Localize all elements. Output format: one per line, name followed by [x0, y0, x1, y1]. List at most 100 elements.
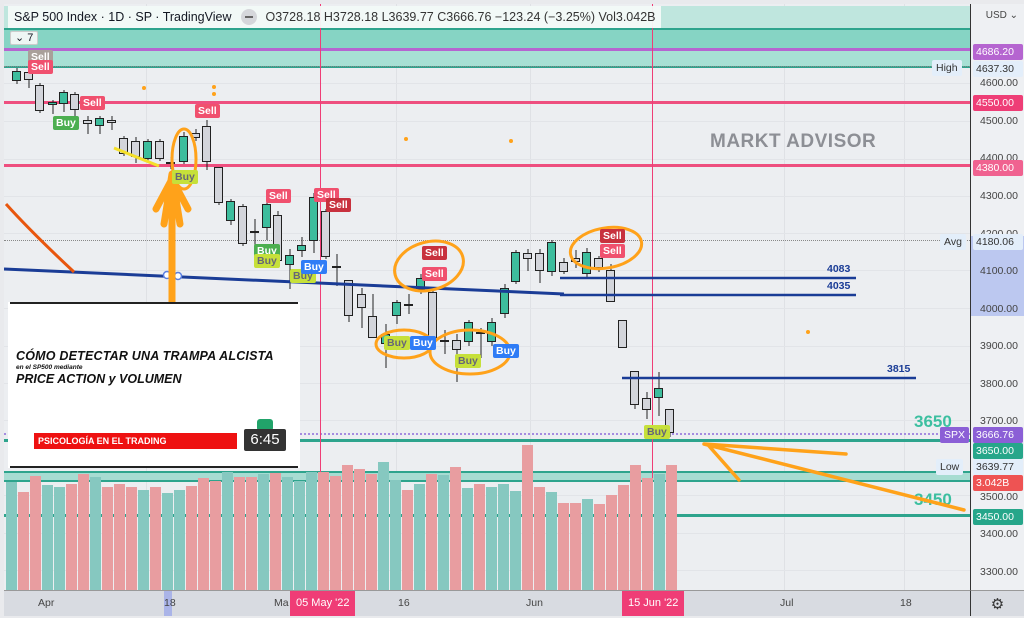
sell-signal[interactable]: Sell	[326, 198, 351, 212]
resistance-zone	[4, 48, 970, 68]
volume-value: Vol3.042B	[598, 10, 656, 24]
avg-label: Avg	[940, 234, 966, 250]
watermark: MARKT ADVISOR	[710, 131, 877, 152]
grid-line	[4, 196, 970, 197]
buy-signal[interactable]: Buy	[301, 260, 327, 274]
support-line-3650[interactable]	[4, 439, 970, 442]
price-tick: 4100.00	[980, 265, 1018, 277]
time-tick: 18	[164, 597, 176, 609]
price-tag-4550: 4550.00	[973, 95, 1023, 111]
time-tick: 16	[398, 597, 410, 609]
time-tick: 18	[900, 597, 912, 609]
time-cursor-tag-jun: 15 Jun '22	[622, 591, 685, 616]
thumbnail-subline: en el SP500 mediante	[16, 364, 83, 371]
crosshair-vertical-jun	[652, 4, 653, 590]
grid-line	[904, 4, 905, 590]
price-tick: 4600.00	[980, 77, 1018, 89]
price-tick: 3400.00	[980, 528, 1018, 540]
level-label-4035: 4035	[827, 280, 851, 292]
video-thumbnail[interactable]: CÓMO DETECTAR UNA TRAMPA ALCISTA en el S…	[8, 302, 300, 468]
low-label: Low	[936, 459, 964, 475]
price-tick: 3800.00	[980, 378, 1018, 390]
price-axis[interactable]: USD ⌄ 4700.00 4600.00 4500.00 4400.00 43…	[970, 4, 1024, 590]
price-tick: 3500.00	[980, 491, 1018, 503]
divider	[10, 302, 298, 304]
gear-icon[interactable]: ⚙	[990, 595, 1005, 613]
price-tag-volume: 3.042B	[973, 475, 1023, 491]
grid-line	[4, 159, 970, 160]
grid-line	[396, 4, 397, 590]
sell-signal[interactable]: Sell	[28, 60, 53, 74]
high-line	[4, 66, 970, 67]
ohlc-high: H3728.18	[323, 10, 379, 24]
buy-signal[interactable]: Buy	[410, 336, 436, 350]
last-price-line	[4, 433, 970, 435]
grid-line	[146, 4, 147, 590]
time-tick: Ma	[274, 597, 289, 609]
purple-level-line[interactable]	[4, 48, 970, 51]
time-tick: Jun	[526, 597, 543, 609]
sell-signal[interactable]: Sell	[80, 96, 105, 110]
red-level-line-4380[interactable]	[4, 164, 970, 167]
price-tick: 4000.00	[980, 303, 1018, 315]
ohlc-change: −123.24 (−3.25%)	[494, 10, 595, 24]
price-tick: 3300.00	[980, 566, 1018, 578]
buy-signal[interactable]: Buy	[644, 425, 670, 439]
sell-signal[interactable]: Sell	[422, 267, 447, 281]
price-tag-avg: 4180.06	[973, 234, 1023, 250]
price-tag-high: 4637.30	[973, 61, 1023, 77]
sell-signal[interactable]: Sell	[422, 246, 447, 260]
price-tag-4380: 4380.00	[973, 160, 1023, 176]
symbol-legend[interactable]: S&P 500 Index · 1D · SP · TradingView O3…	[8, 6, 662, 28]
grid-line	[530, 4, 531, 590]
support-zone	[4, 471, 970, 482]
sell-signal[interactable]: Sell	[600, 229, 625, 243]
indicators-toggle-button[interactable]: ⌄ 7	[10, 31, 39, 45]
price-tick: 4500.00	[980, 115, 1018, 127]
red-level-line-4550[interactable]	[4, 101, 970, 104]
ohlc-low: L3639.77	[381, 10, 434, 24]
category-banner: PSICOLOGÍA EN EL TRADING	[34, 433, 237, 449]
buy-signal[interactable]: Buy	[455, 354, 481, 368]
sell-signal[interactable]: Sell	[600, 244, 625, 258]
time-tick: Jul	[780, 597, 794, 609]
video-duration: 6:45	[244, 429, 286, 451]
resistance-zone	[4, 28, 970, 48]
divider	[10, 466, 298, 468]
price-tick: 3700.00	[980, 415, 1018, 427]
price-tag-purple: 4686.20	[973, 44, 1023, 60]
grid-line	[4, 383, 970, 384]
symbol-title[interactable]: S&P 500 Index · 1D · SP · TradingView	[14, 10, 232, 24]
currency-selector[interactable]: USD ⌄	[985, 10, 1018, 21]
buy-signal[interactable]: Buy	[53, 116, 79, 130]
price-tick: 3900.00	[980, 340, 1018, 352]
price-tick: 4300.00	[980, 190, 1018, 202]
price-tag-3450: 3450.00	[973, 509, 1023, 525]
level-label-3815: 3815	[887, 363, 911, 375]
buy-signal[interactable]: Buy	[384, 336, 410, 350]
grid-line	[4, 83, 970, 84]
ohlc-close: C3666.76	[437, 10, 492, 24]
level-label-3650: 3650	[914, 412, 952, 431]
grid-line	[4, 308, 970, 309]
sell-signal[interactable]: Sell	[266, 189, 291, 203]
buy-signal[interactable]: Buy	[172, 170, 198, 184]
price-tag-last: 3666.76	[973, 427, 1023, 443]
time-tick: Apr	[38, 597, 55, 609]
money-icon	[257, 419, 273, 431]
sell-signal[interactable]: Sell	[195, 104, 220, 118]
price-tag-3650: 3650.00	[973, 443, 1023, 459]
price-tag-low: 3639.77	[973, 459, 1023, 475]
chart-settings-button[interactable]: ⚙	[970, 590, 1024, 616]
grid-line	[4, 121, 970, 122]
high-label: High	[932, 60, 962, 76]
thumbnail-headline2: PRICE ACTION y VOLUMEN	[16, 372, 182, 386]
ohlc-open: O3728.18	[265, 10, 321, 24]
chart-pane[interactable]: Sell Sell Sell Buy Sell Buy Sell Sell Se…	[4, 4, 970, 590]
time-axis[interactable]: Apr 18 Ma 05 May '22 16 Jun 15 Jun '22 J…	[4, 590, 970, 616]
buy-signal[interactable]: Buy	[254, 254, 280, 268]
minimize-icon[interactable]	[241, 9, 258, 25]
buy-signal[interactable]: Buy	[493, 344, 519, 358]
time-cursor-tag-may: 05 May '22	[290, 591, 356, 616]
